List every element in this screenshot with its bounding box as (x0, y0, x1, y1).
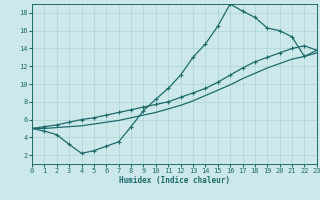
X-axis label: Humidex (Indice chaleur): Humidex (Indice chaleur) (119, 176, 230, 185)
